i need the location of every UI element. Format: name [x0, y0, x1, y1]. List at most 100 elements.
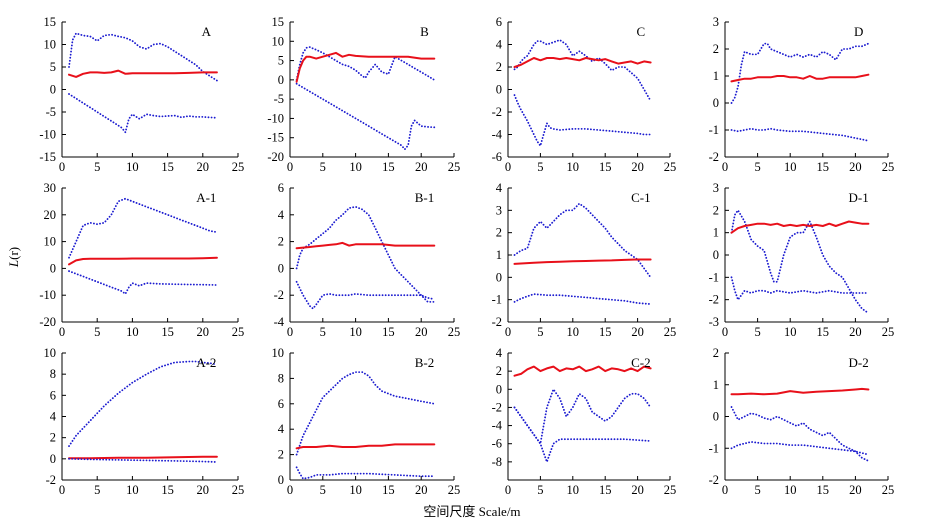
panel-b-xtick-label: 20 — [415, 160, 428, 174]
chart-panel-a-1: -20 -10 0 10 20 30 0 5 10 15 20 25 A-1 — [39, 181, 244, 339]
panel-c-2-xtick-label: 25 — [664, 483, 677, 497]
panel-b-2-label: B-2 — [415, 355, 435, 370]
panel-a-label: A — [202, 24, 212, 39]
panel-c-1-ytick-label: 2 — [496, 226, 502, 240]
panel-b-2-ytick-label: 10 — [272, 346, 285, 360]
panel-a-1-xtick-label: 25 — [232, 325, 245, 339]
panel-b-lower-line — [295, 82, 436, 151]
panel-c-1-ytick-label: 1 — [496, 248, 502, 262]
panel-c-2-lower-line — [513, 406, 652, 463]
panel-a-upper-line — [68, 32, 218, 82]
panel-d-1-ytick-label: -3 — [709, 315, 719, 329]
panel-d-xtick-label: 15 — [817, 160, 830, 174]
panel-a-2-observed-line — [68, 455, 218, 460]
panel-c-2-ytick-label: -4 — [492, 419, 503, 433]
panel-c-1-ytick-label: 4 — [496, 181, 503, 195]
panel-a-ytick-label: -5 — [46, 105, 56, 119]
panel-b-2-ytick-label: 2 — [278, 448, 284, 462]
panel-a-1-label: A-1 — [196, 190, 216, 205]
panel-b-1-ytick-label: 6 — [278, 181, 284, 195]
panel-d-2-ytick-label: -1 — [709, 441, 719, 455]
panel-d-2-xtick-label: 15 — [817, 483, 830, 497]
panel-b-xtick-label: 5 — [320, 160, 326, 174]
panel-c-2-ytick-label: -6 — [492, 437, 502, 451]
panel-a-2-xtick-label: 5 — [94, 483, 100, 497]
chart-panel-b: -20 -15 -10 -5 0 5 10 15 0 5 10 15 20 25 B — [267, 15, 460, 174]
panel-a-2-xtick-label: 25 — [232, 483, 245, 497]
panel-c-xtick-label: 0 — [505, 160, 511, 174]
panel-a-2-ytick-label: 4 — [50, 410, 57, 424]
panel-b-xtick-label: 0 — [287, 160, 293, 174]
panel-d-xtick-label: 5 — [754, 160, 760, 174]
panel-c-1-xtick-label: 10 — [567, 325, 580, 339]
panel-b-1-xtick-label: 15 — [382, 325, 395, 339]
panel-d-1-xtick-label: 25 — [882, 325, 895, 339]
panel-d-xtick-label: 0 — [722, 160, 728, 174]
panel-c-2-xtick-label: 0 — [505, 483, 511, 497]
panel-c-1-xtick-label: 15 — [599, 325, 612, 339]
panel-a-xtick-label: 10 — [126, 160, 139, 174]
panel-c-2-xtick-label: 15 — [599, 483, 612, 497]
panel-d-1-lower-line — [730, 276, 870, 301]
panel-d-ytick-label: 0 — [713, 96, 719, 110]
panel-d-ytick-label: 1 — [713, 69, 719, 83]
panel-d-1-xtick-label: 20 — [849, 325, 862, 339]
panel-d-1-xtick-label: 5 — [754, 325, 760, 339]
panel-c-xtick-label: 10 — [567, 160, 580, 174]
panel-c-xtick-label: 5 — [537, 160, 543, 174]
panel-a-2-ytick-label: 0 — [50, 452, 56, 466]
panel-d-observed-line — [730, 73, 870, 83]
panel-a-ytick-label: -10 — [39, 128, 56, 142]
panel-b-xtick-label: 10 — [349, 160, 362, 174]
panel-c-upper-line — [513, 39, 652, 102]
panel-c-2-ytick-label: -2 — [492, 400, 502, 414]
panel-b-2-ytick-label: 6 — [278, 397, 284, 411]
panel-c-2-ytick-label: 2 — [496, 364, 502, 378]
panel-b-1-lower-line — [295, 280, 436, 310]
panel-a-1-observed-line — [68, 256, 218, 266]
panel-c-1-xtick-label: 5 — [537, 325, 543, 339]
panel-b-1-xtick-label: 0 — [287, 325, 293, 339]
panel-a-2-lower-line — [68, 457, 218, 463]
panel-c-2-xtick-label: 10 — [567, 483, 580, 497]
panel-d-2-upper-line — [730, 406, 870, 462]
panel-b-2-ytick-label: 8 — [278, 371, 284, 385]
y-axis-label-symbol: L — [6, 260, 21, 268]
panel-c-ytick-label: -6 — [492, 150, 502, 164]
panel-a-1-ytick-label: 0 — [50, 261, 56, 275]
panel-a-1-xtick-label: 5 — [94, 325, 100, 339]
panel-d-lower-line — [730, 127, 870, 142]
panel-b-1-xtick-label: 10 — [349, 325, 362, 339]
panel-d-1-observed-line — [730, 220, 870, 234]
panel-c-label: C — [637, 24, 646, 39]
panel-c-2-xtick-label: 20 — [631, 483, 644, 497]
panel-c-lower-line — [513, 94, 652, 147]
panel-d-1-upper-line — [730, 209, 870, 315]
panel-a-xtick-label: 15 — [161, 160, 174, 174]
panel-a-xtick-label: 20 — [197, 160, 210, 174]
panel-b-2-xtick-label: 15 — [382, 483, 395, 497]
panel-a-1-ytick-label: 20 — [44, 208, 57, 222]
panel-c-1-ytick-label: -2 — [492, 315, 502, 329]
panel-a-xtick-label: 0 — [59, 160, 65, 174]
panel-d-1-xtick-label: 10 — [784, 325, 797, 339]
panel-a-observed-line — [68, 69, 218, 78]
panel-d-ytick-label: 3 — [713, 15, 719, 29]
panel-a-1-xtick-label: 0 — [59, 325, 65, 339]
panel-b-ytick-label: -20 — [267, 150, 284, 164]
chart-panel-d: -2 -1 0 1 2 3 0 5 10 15 20 25 D — [709, 15, 895, 174]
panel-a-1-xtick-label: 10 — [126, 325, 139, 339]
panel-a-2-ytick-label: 2 — [50, 431, 56, 445]
panel-b-2-ytick-label: 0 — [278, 473, 284, 487]
panel-b-2-lower-line — [295, 466, 436, 480]
panel-b-1-ytick-label: -2 — [274, 288, 284, 302]
panel-d-1-xtick-label: 15 — [817, 325, 830, 339]
panel-c-xtick-label: 15 — [599, 160, 612, 174]
panel-b-ytick-label: -5 — [274, 92, 284, 106]
panel-c-1-ytick-label: -1 — [492, 293, 502, 307]
panel-d-1-ytick-label: 0 — [713, 248, 719, 262]
panel-d-ytick-label: 2 — [713, 42, 719, 56]
panel-c-1-observed-line — [513, 258, 652, 265]
panel-a-2-label: A-2 — [196, 355, 216, 370]
